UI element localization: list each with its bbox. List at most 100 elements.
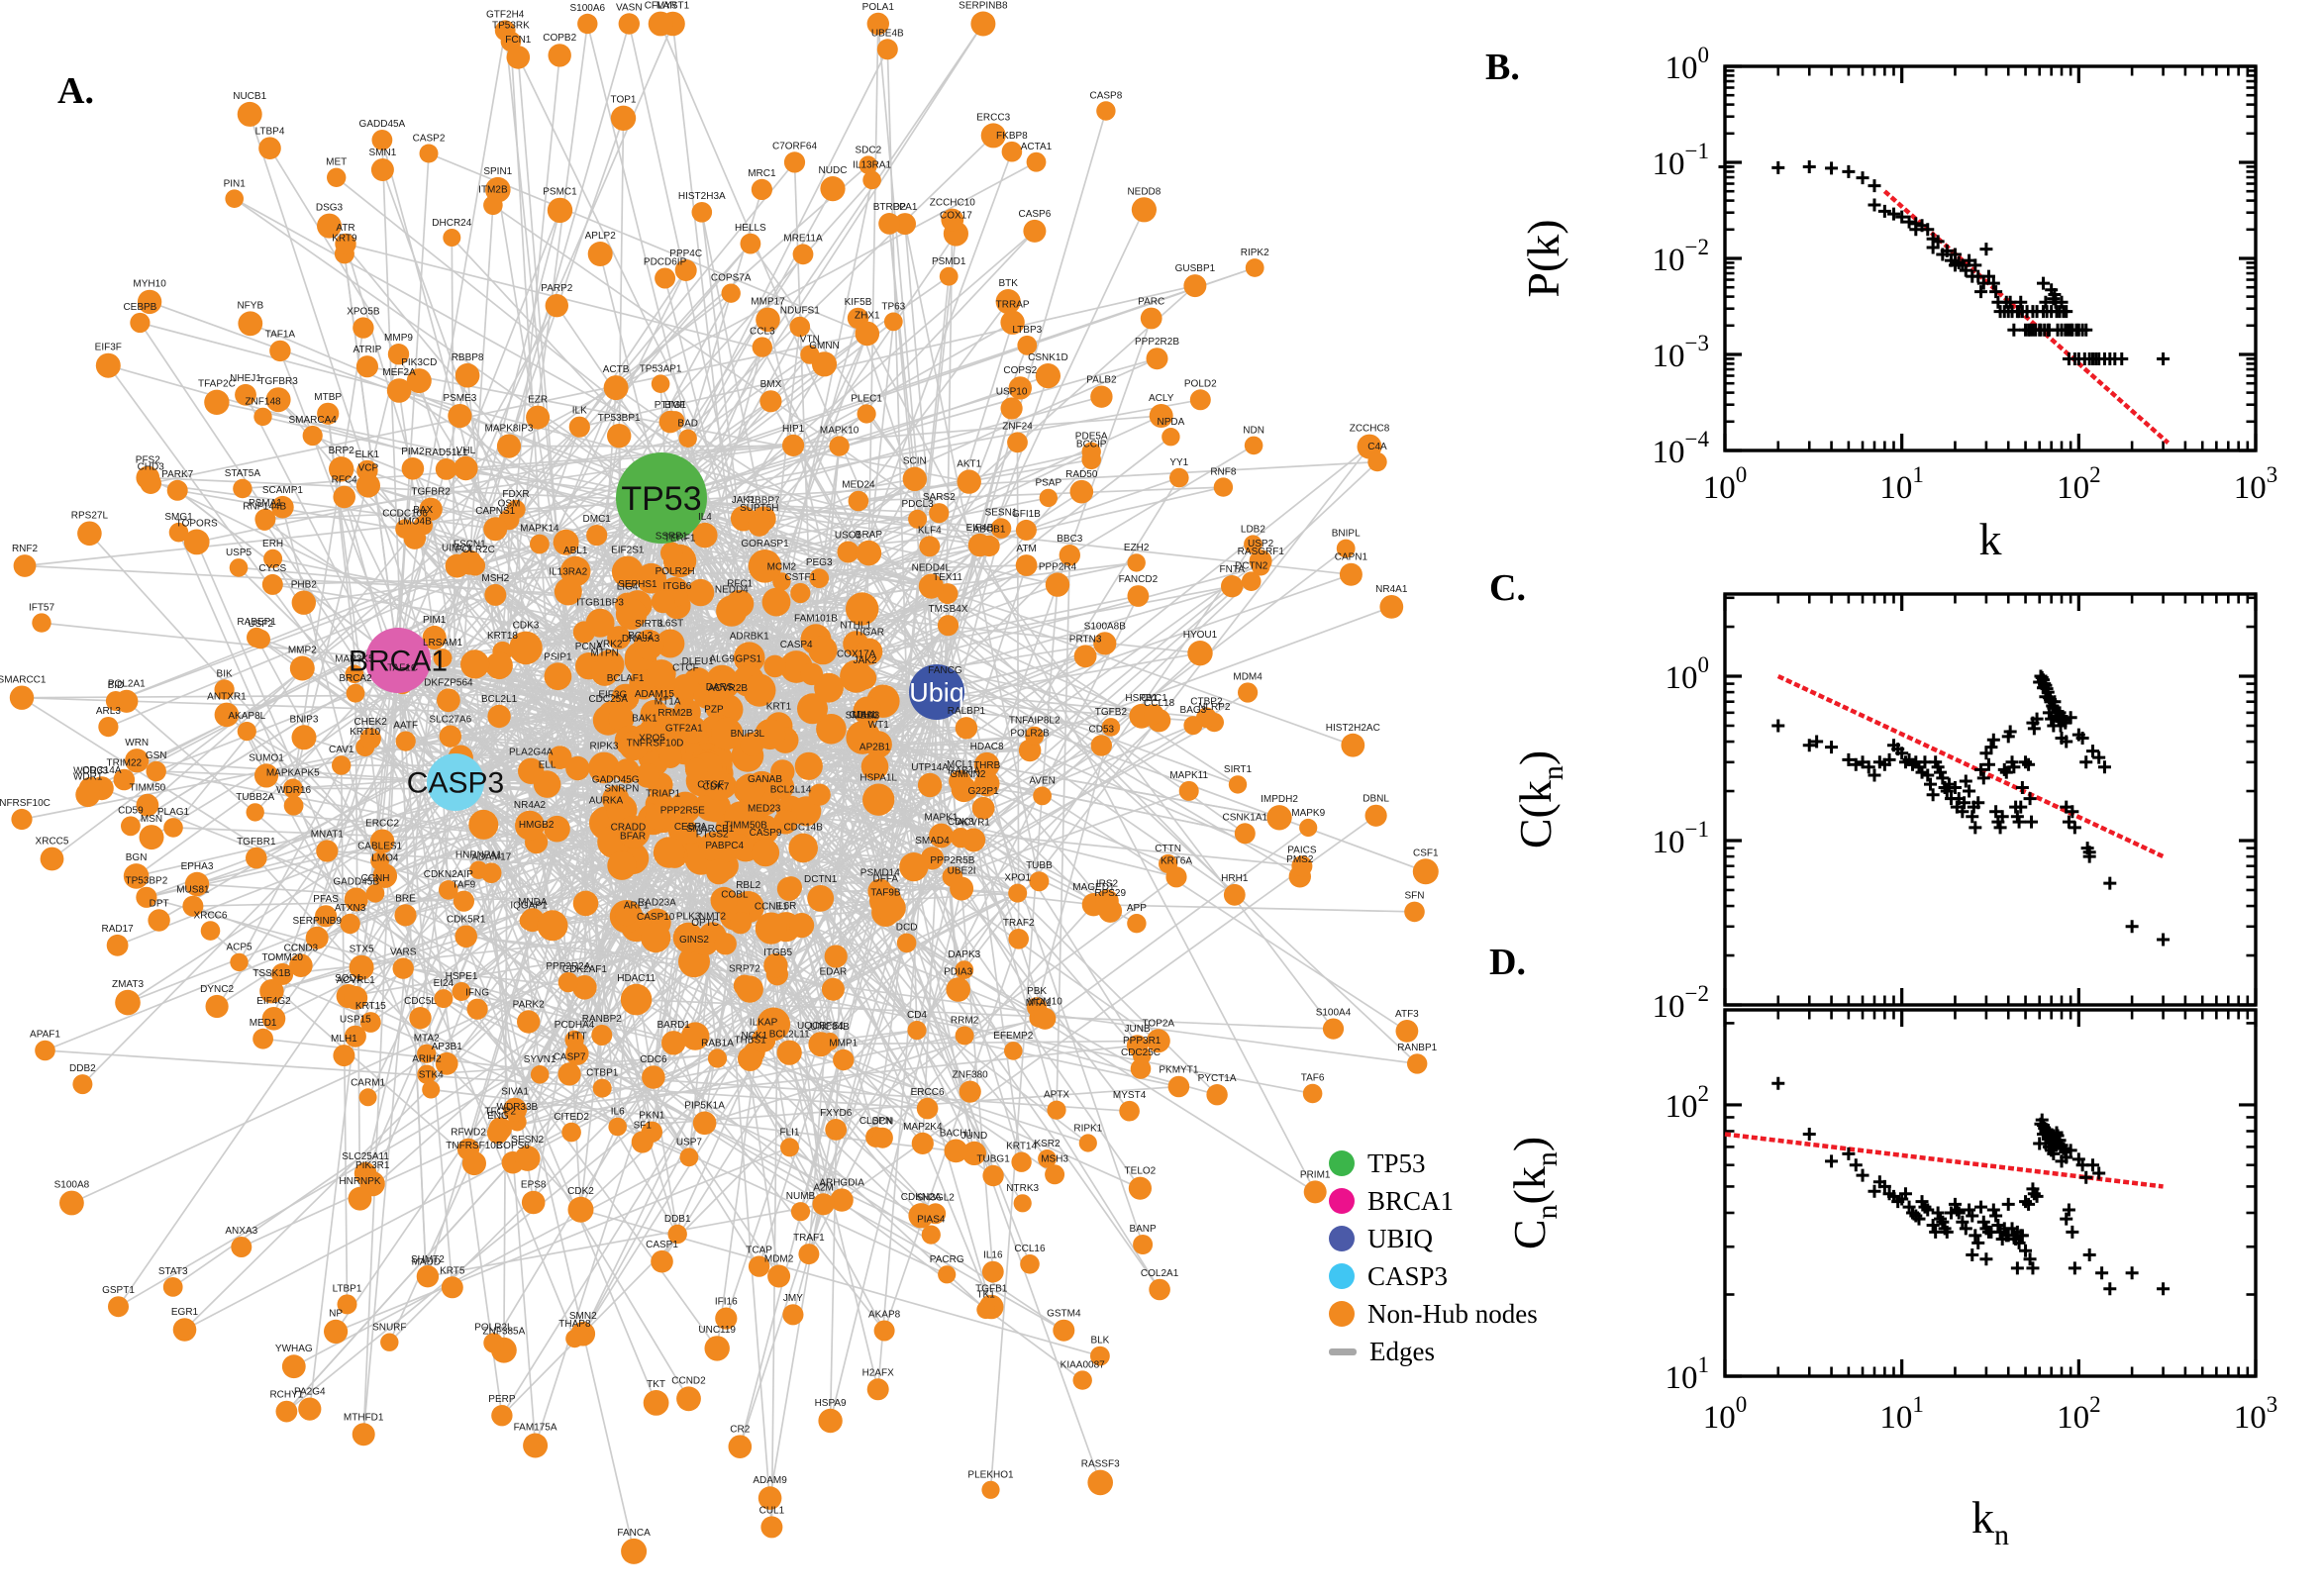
gene-label: ILK <box>572 406 587 417</box>
gene-label: TAF1A <box>265 330 296 341</box>
non-hub-node <box>1081 442 1101 461</box>
non-hub-node <box>679 1147 699 1167</box>
non-hub-node <box>755 912 787 945</box>
non-hub-node <box>856 638 883 665</box>
gene-label: BRE <box>395 893 416 904</box>
non-hub-node <box>691 202 713 223</box>
non-hub-node <box>557 971 579 993</box>
non-hub-node <box>354 1161 377 1185</box>
y-tick-label: 100 <box>1666 43 1710 86</box>
gene-label: WDR33 <box>73 766 108 777</box>
gene-label: VARS <box>390 947 417 957</box>
non-hub-node <box>760 1516 783 1539</box>
non-hub-node <box>767 1264 791 1288</box>
gene-label: SMG1 <box>164 512 193 523</box>
gene-label: CLSPN <box>859 1116 892 1127</box>
gene-label: ZNF385A <box>483 1327 526 1338</box>
gene-label: PCDHA4 <box>555 1020 595 1031</box>
non-hub-node <box>1146 1029 1170 1053</box>
gene-label: APAF1 <box>30 1030 60 1041</box>
gene-label: NDN <box>1243 426 1264 437</box>
non-hub-node <box>1053 1319 1075 1342</box>
gene-label: DCTN2 <box>1235 560 1268 571</box>
gene-label: USF2 <box>248 619 273 630</box>
gene-label: RAB1A <box>701 1038 734 1048</box>
non-hub-node <box>641 923 671 953</box>
gene-label: EDAR <box>820 967 848 978</box>
non-hub-node <box>469 860 488 879</box>
gene-label: THBS1 <box>734 1036 766 1047</box>
non-hub-node <box>316 840 339 862</box>
non-hub-node <box>509 631 543 665</box>
non-hub-node <box>1045 572 1070 597</box>
gene-label: EZH2 <box>1124 543 1150 553</box>
gene-label: EFEMP2 <box>993 1031 1033 1042</box>
gene-label: STX5 <box>350 945 374 955</box>
gene-label: PPP2R2A <box>546 961 590 972</box>
non-hub-node <box>642 1065 665 1089</box>
non-hub-node <box>565 1042 589 1065</box>
gene-label: HELLS <box>735 223 766 234</box>
non-hub-node <box>484 583 507 606</box>
non-hub-node <box>957 469 981 494</box>
gene-label: COX17 <box>940 210 972 221</box>
gene-label: RCHY1 <box>269 1390 303 1401</box>
non-hub-node <box>59 1190 84 1216</box>
gene-label: KSR2 <box>1034 1139 1060 1149</box>
gene-label: ITGB5 <box>763 948 792 958</box>
non-hub-node <box>833 1048 855 1071</box>
non-hub-node <box>365 884 385 903</box>
non-hub-node <box>684 757 709 781</box>
gene-label: MTPN <box>591 648 619 658</box>
non-hub-node <box>485 651 513 680</box>
legend-label: BRCA1 <box>1367 1186 1455 1216</box>
gene-label: LRSAM1 <box>423 638 462 648</box>
gene-label: MET <box>326 157 347 168</box>
gene-label: XPO1 <box>1004 873 1031 884</box>
non-hub-node <box>959 1080 981 1103</box>
gene-label: EPHA3 <box>181 861 214 872</box>
non-hub-node <box>917 772 943 798</box>
non-hub-node <box>800 345 820 364</box>
non-hub-node <box>1162 428 1180 447</box>
gene-label: PSME3 <box>443 393 476 404</box>
non-hub-node <box>1131 197 1157 223</box>
gene-label: HSPB1 <box>1125 693 1158 704</box>
gene-label: KIAA0087 <box>1060 1360 1105 1371</box>
gene-label: LMO4B <box>398 516 432 527</box>
non-hub-node <box>252 1028 273 1049</box>
gene-label: CUL1 <box>759 1505 785 1516</box>
gene-label: TRRAP <box>996 300 1030 311</box>
x-tick-label: 102 <box>2057 1392 2101 1436</box>
non-hub-node <box>1167 1075 1190 1098</box>
non-hub-node <box>818 1408 843 1434</box>
gene-label: PDCD6IP <box>644 256 687 267</box>
non-hub-node <box>751 839 780 867</box>
non-hub-node <box>406 368 432 394</box>
hub-node-brca1 <box>365 628 431 693</box>
gene-label: STAT5A <box>225 468 261 479</box>
gene-label: GMNN2 <box>950 769 986 780</box>
non-hub-node <box>607 424 632 449</box>
non-hub-node <box>691 928 719 956</box>
non-hub-node <box>929 823 954 848</box>
non-hub-node <box>401 457 425 480</box>
gene-label: USP2 <box>1248 539 1274 549</box>
gene-label: XRCC5 <box>36 837 69 848</box>
non-hub-node <box>13 554 37 577</box>
non-hub-node <box>714 933 737 955</box>
gene-label: ZCCHC10 <box>930 198 976 209</box>
gene-label: CASP6 <box>1019 209 1052 220</box>
gene-label: DCN <box>872 1117 894 1128</box>
gene-label: TERF1 <box>664 534 696 545</box>
gene-label: TAF9 <box>453 880 476 891</box>
node-swatch-icon <box>1329 1263 1355 1289</box>
non-hub-node <box>721 283 741 303</box>
gene-label: MSH2 <box>481 573 509 584</box>
gene-label: WDR33B <box>497 1102 539 1113</box>
non-hub-node <box>1023 219 1047 243</box>
non-hub-node <box>763 654 786 678</box>
non-hub-node <box>944 1139 968 1163</box>
gene-label: RAD50 <box>1065 469 1098 480</box>
non-hub-node <box>707 1048 728 1068</box>
